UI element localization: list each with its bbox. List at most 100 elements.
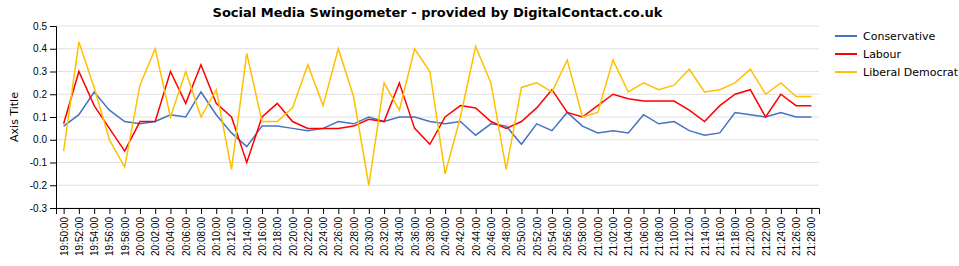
tick-mark xyxy=(231,208,232,214)
tick-label: 21:12:00 xyxy=(684,217,695,256)
tick-mark xyxy=(186,208,187,214)
tick-label: 21:18:00 xyxy=(730,217,741,256)
tick-label: -0.3 xyxy=(30,203,48,214)
tick-mark xyxy=(354,208,355,214)
tick: 20:14:00 xyxy=(242,208,253,256)
tick-mark xyxy=(369,208,370,214)
tick-label: 21:20:00 xyxy=(745,217,756,256)
tick-label: 21:22:00 xyxy=(761,217,772,256)
y-axis-title: Axis Title xyxy=(8,92,21,142)
tick-label: 21:26:00 xyxy=(791,217,802,256)
tick-mark xyxy=(644,208,645,214)
tick: 20:56:00 xyxy=(562,208,573,256)
tick-label: 21:00:00 xyxy=(593,217,604,256)
tick-label: 20:46:00 xyxy=(486,217,497,256)
tick: 20:20:00 xyxy=(288,208,299,256)
tick-mark xyxy=(781,208,782,214)
tick: -0.3 xyxy=(30,203,56,214)
tick: 20:06:00 xyxy=(181,208,192,256)
tick-label: 21:04:00 xyxy=(623,217,634,256)
tick: 20:50:00 xyxy=(516,208,527,256)
tick: 20:28:00 xyxy=(349,208,360,256)
tick-label: 20:32:00 xyxy=(379,217,390,256)
tick-mark xyxy=(628,208,629,214)
tick-label: 20:08:00 xyxy=(196,217,207,256)
tick-mark xyxy=(50,163,56,164)
tick-label: 20:42:00 xyxy=(455,217,466,256)
tick-mark xyxy=(689,208,690,214)
tick: 21:22:00 xyxy=(761,208,772,256)
tick: 21:08:00 xyxy=(654,208,665,256)
legend-label: Liberal Democrat xyxy=(863,66,959,79)
tick-mark xyxy=(598,208,599,214)
tick-label: 20:18:00 xyxy=(272,217,283,256)
tick: 20:00:00 xyxy=(135,208,146,256)
tick-mark xyxy=(521,208,522,214)
tick-mark xyxy=(50,94,56,95)
tick-label: 20:48:00 xyxy=(501,217,512,256)
tick-mark xyxy=(506,208,507,214)
grid-line xyxy=(56,139,819,140)
tick: 21:24:00 xyxy=(776,208,787,256)
series-line xyxy=(64,65,812,163)
tick-mark xyxy=(399,208,400,214)
tick-mark xyxy=(308,208,309,214)
tick-label: 20:12:00 xyxy=(226,217,237,256)
tick: 21:16:00 xyxy=(715,208,726,256)
tick-label: 20:52:00 xyxy=(532,217,543,256)
tick: 19:50:00 xyxy=(59,208,70,256)
tick-mark xyxy=(430,208,431,214)
tick-label: 20:06:00 xyxy=(181,217,192,256)
plot: -0.3-0.2-0.10.00.10.20.30.40.519:50:0019… xyxy=(30,21,820,256)
tick-label: 0.5 xyxy=(33,21,47,32)
tick-label: 20:00:00 xyxy=(135,217,146,256)
tick-label: 20:28:00 xyxy=(349,217,360,256)
tick-mark xyxy=(582,208,583,214)
tick-label: 21:02:00 xyxy=(608,217,619,256)
legend-swatch xyxy=(835,35,857,37)
tick-label: 0.1 xyxy=(33,112,47,123)
tick: 21:28:00 xyxy=(806,208,817,256)
tick: 21:26:00 xyxy=(791,208,802,256)
tick-mark xyxy=(674,208,675,214)
lines xyxy=(64,42,812,185)
tick: 21:00:00 xyxy=(593,208,604,256)
tick-mark xyxy=(705,208,706,214)
tick: 20:04:00 xyxy=(165,208,176,256)
grid xyxy=(56,26,819,208)
tick-label: 20:38:00 xyxy=(425,217,436,256)
tick: 21:12:00 xyxy=(684,208,695,256)
tick-label: -0.2 xyxy=(30,180,48,191)
tick-label: 0.2 xyxy=(33,89,47,100)
tick: 20:18:00 xyxy=(272,208,283,256)
tick: 20:22:00 xyxy=(303,208,314,256)
legend-label: Labour xyxy=(863,48,902,61)
tick-label: 20:24:00 xyxy=(318,217,329,256)
tick-mark xyxy=(201,208,202,214)
tick-mark xyxy=(613,208,614,214)
tick-mark xyxy=(50,26,56,27)
tick-label: 21:06:00 xyxy=(639,217,650,256)
tick-label: 20:26:00 xyxy=(333,217,344,256)
tick-mark xyxy=(323,208,324,214)
tick-mark xyxy=(338,208,339,214)
tick: 21:04:00 xyxy=(623,208,634,256)
tick-mark xyxy=(125,208,126,214)
tick-mark xyxy=(277,208,278,214)
tick-mark xyxy=(796,208,797,214)
grid-line xyxy=(56,162,819,163)
tick: 20:52:00 xyxy=(532,208,543,256)
tick-label: 20:44:00 xyxy=(471,217,482,256)
legend-label: Conservative xyxy=(863,30,936,43)
tick-mark xyxy=(50,185,56,186)
tick-label: -0.1 xyxy=(30,157,48,168)
tick-label: 19:58:00 xyxy=(120,217,131,256)
legend-item: Labour xyxy=(835,48,902,61)
tick: 19:52:00 xyxy=(74,208,85,256)
tick-mark xyxy=(50,208,56,209)
tick-mark xyxy=(155,208,156,214)
tick: 20:38:00 xyxy=(425,208,436,256)
legend-item: Liberal Democrat xyxy=(835,66,959,79)
tick-label: 20:04:00 xyxy=(165,217,176,256)
tick-mark xyxy=(293,208,294,214)
